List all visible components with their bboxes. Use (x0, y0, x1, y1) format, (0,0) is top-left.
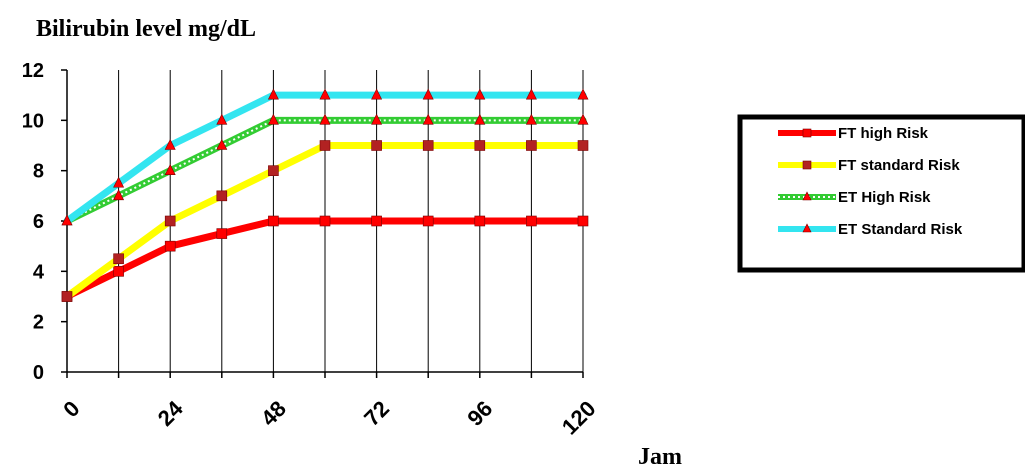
y-tick-label-12: 12 (22, 60, 44, 82)
x-tick-label-24: 24 (153, 395, 189, 431)
series-1-point-0 (61, 291, 73, 302)
series-3-point-2 (164, 138, 176, 150)
series-0-point-3 (216, 228, 228, 239)
series-0-point-8 (474, 215, 486, 227)
x-tick-label-72: 72 (359, 396, 394, 431)
series-3-point-10 (577, 88, 589, 100)
series-2-point-7 (422, 113, 434, 125)
series-2-point-4 (267, 113, 279, 125)
series-0-point-4 (268, 215, 279, 227)
legend-label-1: FT standard Risk (838, 157, 960, 174)
x-tick-label-0: 0 (58, 396, 84, 422)
y-tick-label-6: 6 (33, 211, 44, 233)
series-3-point-8 (474, 88, 486, 100)
legend-swatch-marker-0 (802, 128, 812, 138)
legend: FT high Risk FT standard Risk ET High Risk… (737, 114, 1025, 273)
series-2-point-2 (164, 163, 176, 175)
y-tick-label-0: 0 (33, 362, 44, 384)
legend-label-3: ET Standard Risk (838, 221, 963, 238)
series-0-point-6 (371, 215, 382, 227)
series-2-point-3 (216, 138, 228, 150)
series-3-point-1 (113, 176, 125, 188)
y-tick-label-4: 4 (33, 261, 45, 283)
series-3-point-4 (267, 88, 279, 100)
series-2-point-10 (577, 113, 589, 125)
series-3-point-5 (319, 88, 331, 100)
series-1-point-3 (216, 190, 228, 202)
y-tick-label-10: 10 (22, 110, 44, 132)
series-2-point-6 (371, 113, 383, 125)
legend-frame (737, 114, 1025, 273)
chart-title: Bilirubin level mg/dL (36, 16, 256, 42)
series-3-point-7 (422, 88, 434, 100)
series-2-point-1 (113, 189, 125, 201)
y-tick-label-2: 2 (33, 312, 44, 334)
series-1-point-5 (319, 140, 331, 151)
y-tick-label-8: 8 (33, 161, 44, 183)
legend-swatch-marker-1 (802, 160, 812, 170)
series-1-point-4 (268, 165, 279, 176)
series-0-point-2 (164, 240, 176, 252)
series-1-point-9 (526, 140, 537, 151)
legend-swatch-marker-3 (802, 223, 812, 233)
series-0-point-10 (577, 215, 589, 227)
x-tick-label-96: 96 (462, 396, 497, 431)
series-3-point-0 (61, 214, 73, 226)
series-0-point-7 (422, 215, 434, 227)
series-1-point-6 (371, 140, 382, 151)
legend-label-2: ET High Risk (838, 189, 931, 206)
series-1-point-8 (474, 140, 486, 151)
series-1-point-1 (113, 253, 124, 265)
series-2-point-5 (319, 113, 331, 125)
series-1-point-10 (577, 140, 589, 151)
series-2-point-9 (525, 113, 537, 125)
series-2-point-8 (474, 113, 486, 125)
x-tick-label-48: 48 (256, 396, 291, 431)
x-axis-label: Jam (638, 444, 682, 470)
legend-swatch-marker-2 (802, 191, 812, 201)
series-1-point-7 (422, 140, 434, 151)
series-0-point-1 (113, 266, 124, 277)
series-0-point-5 (319, 215, 331, 227)
series-3-point-6 (371, 88, 383, 100)
x-tick-label-120: 120 (557, 396, 601, 440)
series-3-point-3 (216, 113, 228, 125)
series-1-point-2 (164, 215, 176, 227)
series-3-point-9 (525, 88, 537, 100)
series-0-point-9 (526, 215, 537, 227)
legend-label-0: FT high Risk (838, 125, 929, 142)
